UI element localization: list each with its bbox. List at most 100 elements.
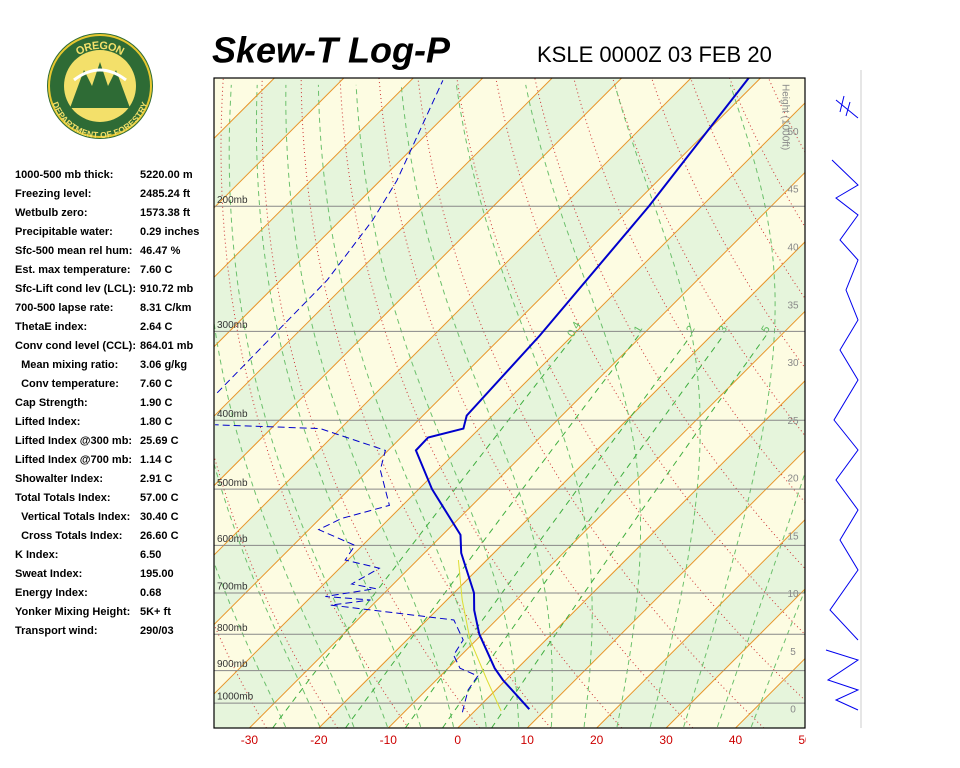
index-label: Conv cond level (CCL): (15, 340, 137, 352)
y-tick-label: 200mb (217, 195, 248, 206)
band (805, 78, 960, 728)
index-label: Sfc-Lift cond lev (LCL): (15, 283, 136, 295)
moist-adiabat (683, 84, 776, 728)
isotherm (214, 78, 553, 417)
mixing-ratio-line (442, 335, 724, 728)
x-tick-label: -10 (380, 733, 398, 747)
y-tick-label: 500mb (217, 478, 248, 489)
index-value: 1.14 C (140, 454, 173, 466)
logo: OREGON DEPARTMENT OF FORESTRY (47, 33, 153, 140)
moist-adiabat (214, 319, 355, 728)
mixing-ratio-label: 3 (717, 324, 730, 335)
moist-adiabat (355, 84, 520, 727)
index-value: 290/03 (140, 625, 174, 637)
index-value: 0.68 (140, 587, 162, 599)
isotherm (387, 310, 805, 728)
y2-tick-label: 50 (787, 127, 799, 138)
index-label: 700-500 lapse rate: (15, 302, 114, 314)
isotherm (214, 78, 692, 556)
index-label: ThetaE index: (15, 321, 88, 333)
dry-adiabat (612, 78, 805, 437)
dry-adiabat (807, 78, 960, 728)
moist-adiabat (525, 84, 641, 727)
isotherm (249, 171, 805, 728)
logo-top-text: OREGON (74, 40, 126, 58)
index-value: 1573.38 ft (140, 207, 191, 219)
x-tick-label: 0 (454, 733, 461, 747)
mixing-ratio-label: 5 (759, 324, 772, 335)
index-value: 1.90 C (140, 397, 173, 409)
index-label: Cap Strength: (15, 397, 88, 409)
moist-adiabat (400, 84, 553, 727)
y2-axis-label: Height (1000ft) (779, 84, 790, 150)
y2-tick-label: 20 (787, 474, 799, 485)
y-tick-label: 600mb (217, 534, 248, 545)
y-tick-label: 800mb (217, 623, 248, 634)
profile-line (215, 80, 479, 713)
index-value: 8.31 C/km (140, 302, 192, 314)
moist-adiabat (614, 84, 701, 728)
index-label: K Index: (15, 549, 59, 561)
y2-tick-label: 25 (787, 416, 799, 427)
index-label: 1000-500 mb thick: (15, 169, 114, 181)
station: KSLE 0000Z 03 FEB 20 (537, 42, 772, 67)
index-value: 2.64 C (140, 321, 173, 333)
dry-adiabat (885, 78, 960, 728)
barb (829, 159, 859, 641)
index-label: Wetbulb zero: (15, 207, 88, 219)
index-value: 3.06 g/kg (140, 359, 188, 371)
profile-line (457, 559, 502, 712)
index-value: 910.72 mb (140, 283, 194, 295)
y2-tick-label: 0 (790, 705, 796, 716)
y2-tick-label: 15 (787, 531, 799, 542)
isotherm (214, 102, 805, 695)
wind-barbs (825, 95, 860, 711)
index-label: Lifted Index @300 mb: (15, 435, 133, 447)
index-value: 5K+ ft (140, 606, 171, 618)
isotherm (874, 78, 960, 728)
mixing-ratio-label: 1 (632, 324, 645, 335)
index-value: 2485.24 ft (140, 188, 191, 200)
x-tick-label: 30 (659, 733, 673, 747)
index-value: 57.00 C (140, 492, 179, 504)
y-tick-label: 900mb (217, 659, 248, 670)
index-value: 0.29 inches (140, 226, 200, 238)
dry-adiabat (495, 78, 805, 636)
index-value: 25.69 C (140, 435, 179, 447)
index-value: 30.40 C (140, 511, 179, 523)
index-value: 2.91 C (140, 473, 173, 485)
logo-cloud (73, 68, 127, 82)
moist-adiabat (255, 84, 422, 728)
x-tick-label: -30 (241, 733, 259, 747)
y-tick-label: 1000mb (217, 692, 254, 703)
x-tick-label: 20 (590, 733, 604, 747)
isotherm (214, 78, 484, 348)
x-axis: -30 -20 -10 0 10 20 30 40 50 (241, 733, 812, 747)
x-tick-label: 50 (798, 733, 812, 747)
band (214, 78, 805, 694)
index-label: Showalter Index: (15, 473, 104, 485)
index-label: Cross Totals Index: (15, 530, 123, 542)
index-label: Vertical Totals Index: (15, 511, 131, 523)
index-label: Freezing level: (15, 188, 92, 200)
dry-adiabat (300, 78, 552, 728)
mixing-ratio-line (491, 335, 767, 728)
isotherm (214, 78, 761, 626)
band (214, 103, 805, 728)
isotherm (665, 588, 805, 728)
dry-adiabat (456, 78, 805, 701)
index-label: Precipitable water: (15, 226, 113, 238)
index-label: Transport wind: (15, 625, 98, 637)
index-value: 6.50 (140, 549, 162, 561)
dry-adiabat (924, 78, 960, 728)
background: 0.4 1 2 3 51000mb900mb800mb700mb600mb500mb40… (214, 78, 960, 728)
dry-adiabat (846, 78, 960, 728)
index-label: Conv temperature: (15, 378, 119, 390)
dry-adiabat (220, 78, 409, 728)
index-label: Sweat Index: (15, 568, 83, 580)
dry-adiabat (534, 78, 805, 570)
index-value: 5220.00 m (140, 169, 193, 181)
y2-tick-label: 30 (787, 358, 799, 369)
